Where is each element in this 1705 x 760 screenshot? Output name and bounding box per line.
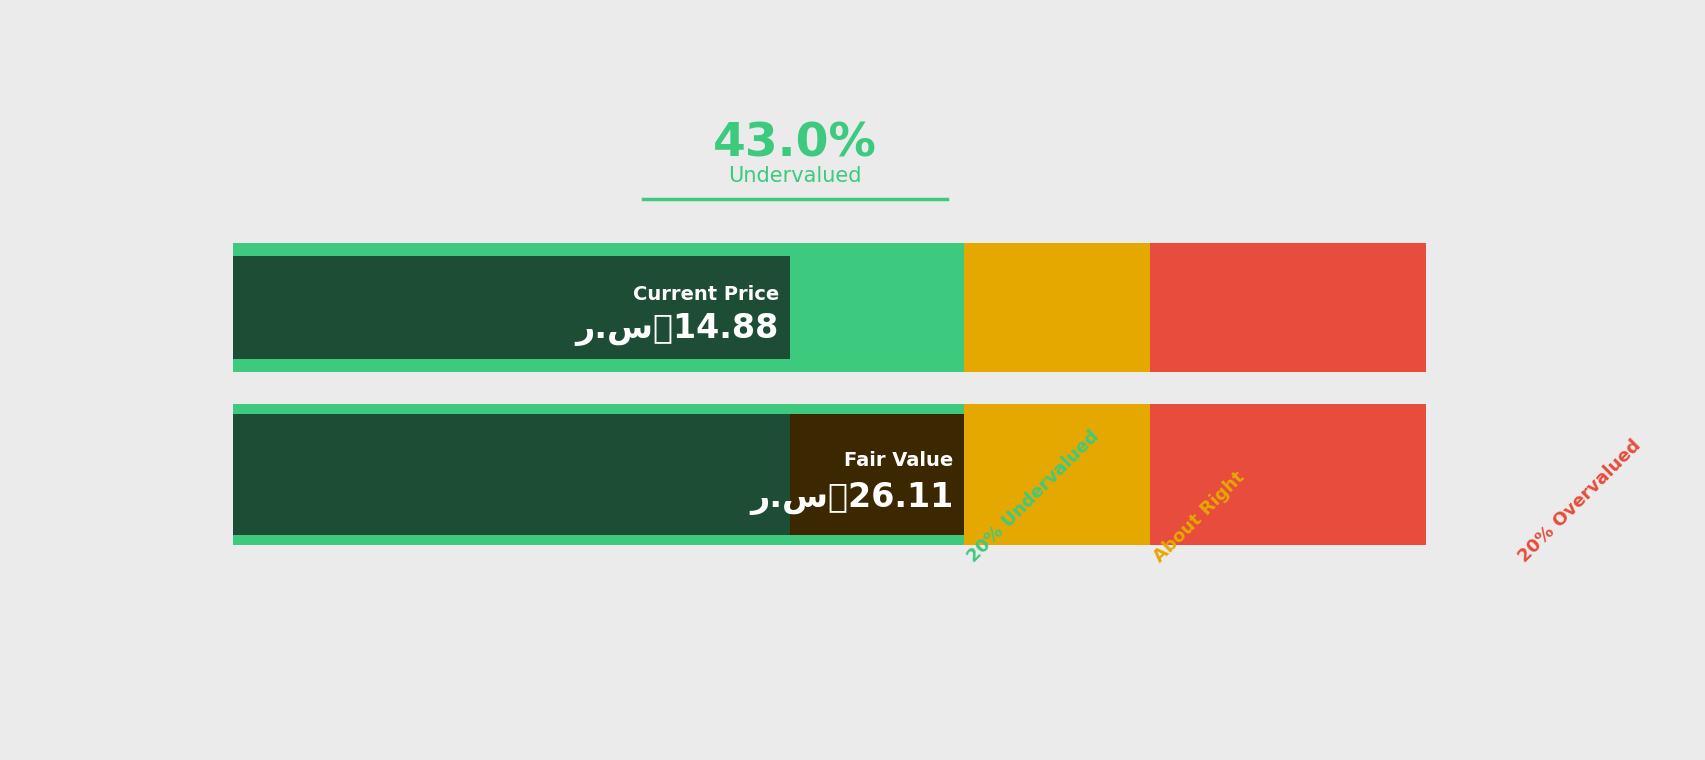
Bar xyxy=(963,243,1149,372)
Bar xyxy=(789,414,963,535)
Text: About Right: About Right xyxy=(1149,468,1248,566)
Text: ر.س؜14.88: ر.س؜14.88 xyxy=(575,313,779,346)
Bar xyxy=(234,256,789,359)
Text: Fair Value: Fair Value xyxy=(844,451,953,470)
Text: Current Price: Current Price xyxy=(633,285,779,304)
Bar xyxy=(234,404,963,545)
Bar xyxy=(963,404,1149,545)
Bar xyxy=(234,414,963,535)
Text: 20% Undervalued: 20% Undervalued xyxy=(963,428,1101,566)
Text: 43.0%: 43.0% xyxy=(713,122,876,166)
Text: 20% Overvalued: 20% Overvalued xyxy=(1514,437,1644,566)
Text: Undervalued: Undervalued xyxy=(728,166,861,186)
Bar xyxy=(234,243,963,372)
Bar xyxy=(1149,404,1425,545)
Text: ر.س؜26.11: ر.س؜26.11 xyxy=(750,482,953,515)
Bar xyxy=(1149,243,1425,372)
